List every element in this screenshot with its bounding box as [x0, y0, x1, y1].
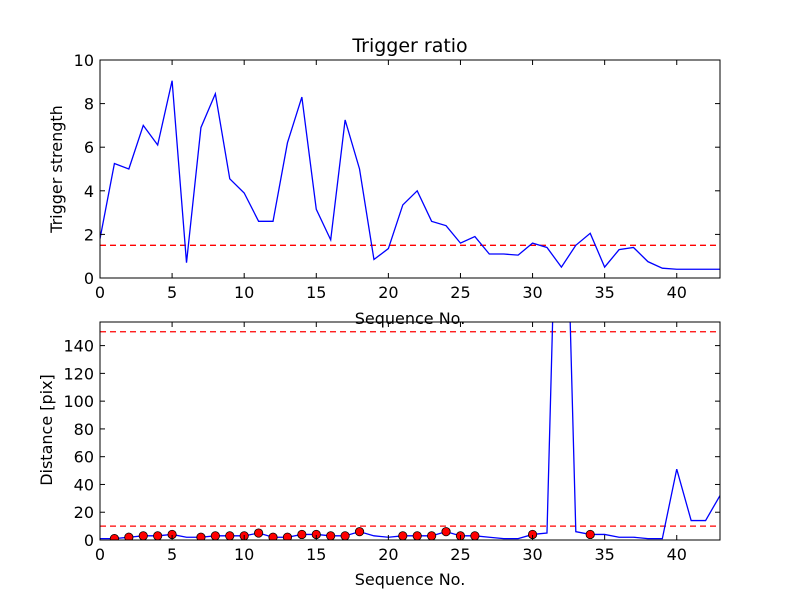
x-tick-label: 25: [450, 545, 470, 564]
data-point-marker: [398, 531, 408, 540]
data-point-marker: [124, 532, 134, 540]
x-tick-label: 0: [95, 545, 105, 564]
data-point-marker: [470, 531, 480, 540]
y-tick-label: 8: [84, 95, 94, 114]
plot-content: [100, 80, 720, 270]
axes-frame: [99, 59, 721, 279]
plot-content: [100, 322, 720, 540]
data-point-marker: [254, 528, 264, 538]
x-tick-label: 10: [234, 283, 254, 302]
axes-frame: [99, 321, 721, 541]
y-tick-label: 0: [84, 269, 94, 288]
data-point-marker: [196, 532, 206, 540]
data-point-marker: [210, 531, 220, 540]
data-point-marker: [354, 527, 365, 537]
x-tick-label: 20: [378, 545, 398, 564]
data-point-marker: [340, 531, 350, 540]
y-tick-label: 6: [84, 138, 94, 157]
x-tick-label: 20: [378, 283, 398, 302]
distance-chart: 0 5 10 15 20 25 30 35 40 0 20 40 60 80 100 120 140 Seque…: [37, 321, 721, 589]
data-point-marker: [282, 532, 293, 540]
data-point-marker: [585, 529, 595, 540]
x-tick-label: 0: [95, 283, 105, 302]
data-point-marker: [109, 534, 120, 540]
y-tick-label: 80: [74, 420, 94, 439]
y-tick-label: 2: [84, 225, 94, 244]
x-axis-label: Sequence No.: [355, 570, 466, 589]
x-tick-label: 40: [667, 545, 687, 564]
x-tick-label: 10: [234, 545, 254, 564]
data-point-marker: [138, 531, 148, 540]
plot-area: 0 5 10 15 20 25 30 35 40 0 2 4 6 8 10: [74, 51, 721, 302]
data-point-marker: [225, 531, 235, 540]
y-tick-label: 140: [63, 337, 94, 356]
x-tick-label: 30: [522, 283, 542, 302]
x-tick-label: 35: [594, 545, 614, 564]
x-tick-label: 5: [167, 545, 177, 564]
x-tick-label: 30: [522, 545, 542, 564]
y-tick-label: 120: [63, 364, 94, 383]
y-tick-label: 4: [84, 182, 94, 201]
y-axis-label: Trigger strength: [47, 105, 66, 234]
y-tick-label: 0: [84, 531, 94, 550]
x-tick-label: 40: [667, 283, 687, 302]
trigger-ratio-chart: Trigger ratio 0 5 10 15 20 25 30 35 40 0 2 4 6 8 10 Se…: [47, 35, 721, 328]
data-point-marker: [427, 531, 437, 540]
x-tick-label: 15: [306, 283, 326, 302]
y-tick-label: 100: [63, 392, 94, 411]
x-tick-label: 5: [167, 283, 177, 302]
data-point-marker: [412, 531, 422, 540]
y-tick-label: 40: [74, 475, 94, 494]
y-tick-label: 20: [74, 503, 94, 522]
y-axis-label: Distance [pix]: [37, 374, 56, 486]
x-axis-label: Sequence No.: [355, 309, 466, 328]
data-point-marker: [326, 531, 336, 540]
data-point-marker: [153, 531, 163, 540]
data-point-marker: [297, 529, 307, 540]
x-tick-label: 35: [594, 283, 614, 302]
data-point-marker: [268, 532, 278, 540]
y-tick-label: 10: [74, 51, 94, 70]
y-tick-label: 60: [74, 448, 94, 467]
x-tick-label: 25: [450, 283, 470, 302]
data-point-marker: [441, 527, 451, 537]
chart-title: Trigger ratio: [351, 35, 467, 57]
series-line: [100, 80, 720, 270]
x-tick-label: 15: [306, 545, 326, 564]
plot-area: 0 5 10 15 20 25 30 35 40 0 20 40 60 80 100 120 140: [63, 321, 721, 564]
